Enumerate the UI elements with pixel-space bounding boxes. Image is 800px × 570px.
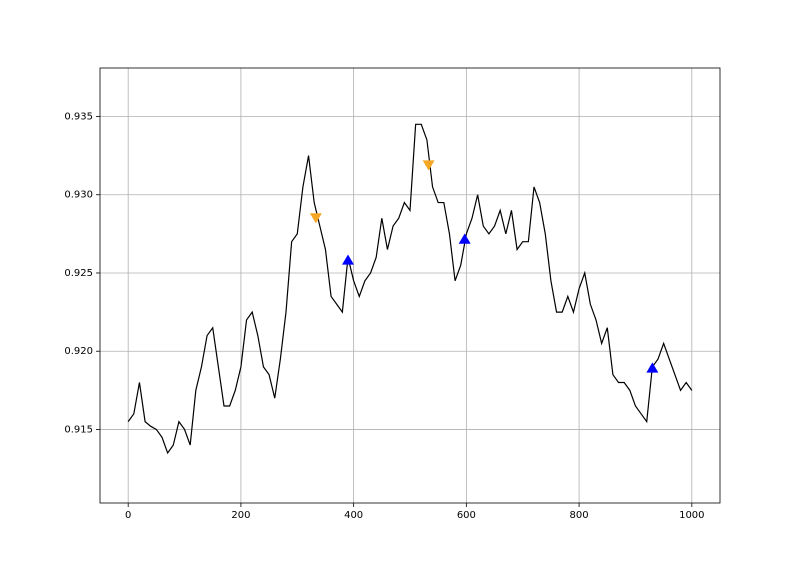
x-tick-label: 1000 — [679, 510, 704, 521]
x-tick-label: 200 — [231, 510, 250, 521]
buy-marker — [646, 362, 659, 373]
y-tick-label: 0.935 — [64, 112, 93, 123]
buy-marker — [342, 254, 354, 265]
x-tick-label: 800 — [570, 510, 589, 521]
x-tick-label: 600 — [457, 510, 476, 521]
y-tick-label: 0.915 — [64, 424, 93, 435]
y-tick-label: 0.930 — [64, 190, 93, 201]
price-line — [127, 123, 693, 455]
x-tick-label: 400 — [344, 510, 363, 521]
sell-marker — [309, 213, 322, 224]
plot-frame — [99, 67, 721, 504]
x-tick-label: 0 — [125, 510, 131, 521]
buy-marker — [458, 233, 471, 244]
sell-marker — [422, 160, 435, 171]
y-tick-label: 0.925 — [64, 268, 93, 279]
y-tick-label: 0.920 — [64, 346, 93, 357]
